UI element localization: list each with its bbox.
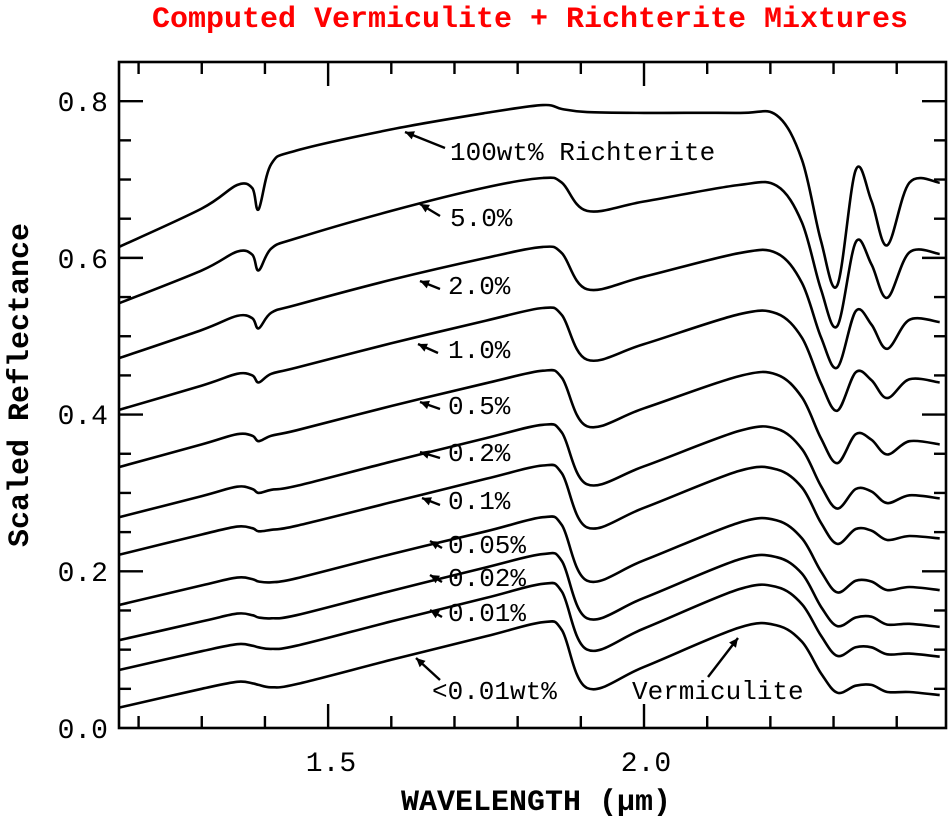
arrowhead-icon bbox=[430, 610, 440, 619]
annotation-label-3: 1.0% bbox=[448, 336, 511, 366]
series-line-10 bbox=[118, 620, 940, 709]
arrowhead-icon bbox=[420, 450, 430, 459]
series-line-9 bbox=[118, 581, 940, 672]
y-tick-label-0.8: 0.8 bbox=[58, 89, 108, 120]
y-tick-label-0.2: 0.2 bbox=[58, 559, 108, 590]
axis-ticks bbox=[119, 62, 946, 728]
annotation-label-11: Vermiculite bbox=[632, 677, 804, 707]
x-tick-label-2.0: 2.0 bbox=[621, 749, 671, 780]
x-tick-label-1.5: 1.5 bbox=[306, 749, 356, 780]
arrowhead-icon bbox=[405, 131, 415, 140]
y-tick-label-0.6: 0.6 bbox=[58, 246, 108, 277]
series-line-6 bbox=[118, 463, 940, 557]
y-tick-label-0.4: 0.4 bbox=[58, 402, 108, 433]
series-line-4 bbox=[118, 368, 940, 469]
series-line-0 bbox=[118, 103, 940, 289]
annotation-label-4: 0.5% bbox=[448, 392, 511, 422]
series-line-2 bbox=[118, 245, 940, 370]
x-axis-label: WAVELENGTH (µm) bbox=[401, 786, 671, 819]
arrowhead-icon bbox=[420, 204, 430, 213]
annotation-label-7: 0.05% bbox=[448, 531, 526, 561]
annotation-label-6: 0.1% bbox=[448, 487, 511, 517]
annotation-label-9: 0.01% bbox=[448, 599, 526, 629]
curve-annotations: 100wt% Richterite 5.0% 2.0% 1.0% 0.5% 0.2% 0.1… bbox=[404, 130, 804, 707]
y-tick-label-0.0: 0.0 bbox=[58, 716, 108, 747]
arrowhead-icon bbox=[729, 638, 738, 648]
annotation-label-0: 100wt% Richterite bbox=[450, 138, 715, 168]
y-axis-label: Scaled Reflectance bbox=[4, 223, 38, 547]
plot-frame bbox=[117, 60, 948, 730]
arrowhead-icon bbox=[420, 280, 430, 289]
arrowhead-icon bbox=[418, 343, 428, 352]
arrowhead-icon bbox=[416, 658, 426, 668]
series-line-7 bbox=[118, 515, 940, 607]
annotation-label-1: 5.0% bbox=[450, 204, 513, 234]
series-line-3 bbox=[118, 306, 940, 413]
annotation-label-10: <0.01wt% bbox=[432, 677, 557, 707]
arrowhead-icon bbox=[430, 541, 440, 550]
chart-title: Computed Vermiculite + Richterite Mixtur… bbox=[152, 3, 908, 37]
annotation-label-8: 0.02% bbox=[448, 564, 526, 594]
arrowhead-icon bbox=[420, 400, 430, 410]
spectra-curves bbox=[118, 103, 940, 709]
series-line-8 bbox=[118, 551, 940, 642]
annotation-label-2: 2.0% bbox=[448, 272, 511, 302]
series-line-1 bbox=[118, 176, 940, 329]
annotation-label-5: 0.2% bbox=[448, 439, 511, 469]
arrowhead-icon bbox=[430, 575, 440, 584]
series-line-5 bbox=[118, 422, 940, 519]
arrowhead-icon bbox=[422, 497, 432, 506]
